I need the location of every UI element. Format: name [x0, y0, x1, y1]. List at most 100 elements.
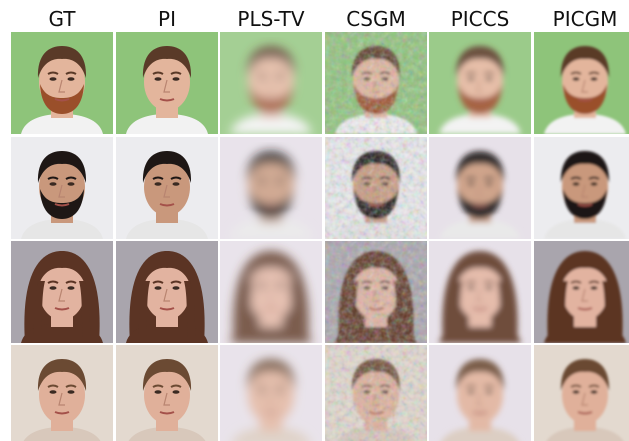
eye: [258, 77, 266, 81]
noise-overlay: [325, 345, 427, 441]
eye: [172, 77, 180, 81]
hair-top: [142, 46, 192, 78]
nose: [476, 79, 483, 93]
face: [232, 359, 310, 441]
brow: [47, 280, 77, 284]
mouth: [159, 307, 175, 311]
hair-side: [138, 281, 196, 337]
hair-top: [246, 359, 296, 391]
face: [546, 359, 624, 441]
face: [23, 359, 101, 441]
image-cell: [429, 241, 531, 343]
shirt: [439, 219, 521, 239]
eye: [467, 286, 475, 290]
shirt: [441, 427, 519, 441]
eye: [572, 182, 580, 186]
eye: [154, 77, 162, 81]
hair-top: [560, 151, 610, 183]
column-header: CSGM: [346, 7, 405, 31]
mouth: [472, 307, 488, 311]
column-header: PLS-TV: [237, 7, 304, 31]
eye: [590, 286, 598, 290]
image-cell: [220, 137, 322, 239]
hair-top: [560, 359, 610, 391]
nose: [476, 184, 483, 198]
face: [544, 251, 626, 343]
image-cell: [534, 345, 629, 441]
mouth: [54, 203, 70, 207]
brow: [47, 71, 77, 75]
image-cell: [220, 241, 322, 343]
column-header: PI: [158, 7, 176, 31]
eye: [67, 77, 75, 81]
image-grid: [11, 32, 629, 441]
eye: [49, 286, 57, 290]
mouth: [159, 411, 175, 415]
mouth: [54, 307, 70, 311]
image-cell: [325, 137, 427, 239]
eye: [572, 286, 580, 290]
eye: [485, 182, 493, 186]
face: [544, 151, 626, 239]
hair-top: [142, 255, 192, 287]
brow: [465, 176, 495, 180]
eye: [276, 77, 284, 81]
shirt: [21, 114, 103, 134]
eye: [467, 390, 475, 394]
hair-top: [455, 359, 505, 391]
brow: [256, 71, 286, 75]
mouth: [54, 411, 70, 415]
image-cell: [534, 241, 629, 343]
haze-overlay: [429, 241, 531, 343]
noise-overlay: [325, 137, 427, 239]
eye: [467, 77, 475, 81]
eye: [485, 390, 493, 394]
image-cell: [116, 241, 218, 343]
eye: [154, 182, 162, 186]
image-cell: [325, 345, 427, 441]
image-cell: [116, 345, 218, 441]
mouth: [472, 98, 488, 102]
face: [439, 151, 521, 239]
noise-overlay: [325, 32, 427, 134]
mouth: [263, 98, 279, 102]
hair-top: [455, 151, 505, 183]
beard: [563, 189, 607, 219]
eye: [276, 390, 284, 394]
eye: [590, 390, 598, 394]
brow: [256, 176, 286, 180]
beard: [563, 84, 607, 114]
eye: [258, 286, 266, 290]
brow: [570, 176, 600, 180]
mouth: [263, 411, 279, 415]
hair-top: [455, 255, 505, 287]
eye: [67, 390, 75, 394]
nose: [163, 392, 170, 406]
face: [441, 359, 519, 441]
nose: [581, 184, 588, 198]
face: [544, 46, 626, 134]
shirt: [23, 427, 101, 441]
hair-top: [142, 359, 192, 391]
nose: [163, 184, 170, 198]
nose: [581, 392, 588, 406]
image-cell: [11, 241, 113, 343]
beard: [249, 189, 293, 219]
nose: [163, 288, 170, 302]
brow: [47, 384, 77, 388]
mouth: [472, 203, 488, 207]
mouth: [263, 203, 279, 207]
beard: [458, 189, 502, 219]
nose: [58, 184, 65, 198]
image-cell: [220, 345, 322, 441]
nose: [581, 288, 588, 302]
shirt: [230, 114, 312, 134]
eye: [172, 390, 180, 394]
eye: [67, 182, 75, 186]
hair-top: [560, 46, 610, 78]
eye: [154, 286, 162, 290]
brow: [570, 71, 600, 75]
eye: [276, 182, 284, 186]
hair-top: [560, 255, 610, 287]
image-cell: [220, 32, 322, 134]
